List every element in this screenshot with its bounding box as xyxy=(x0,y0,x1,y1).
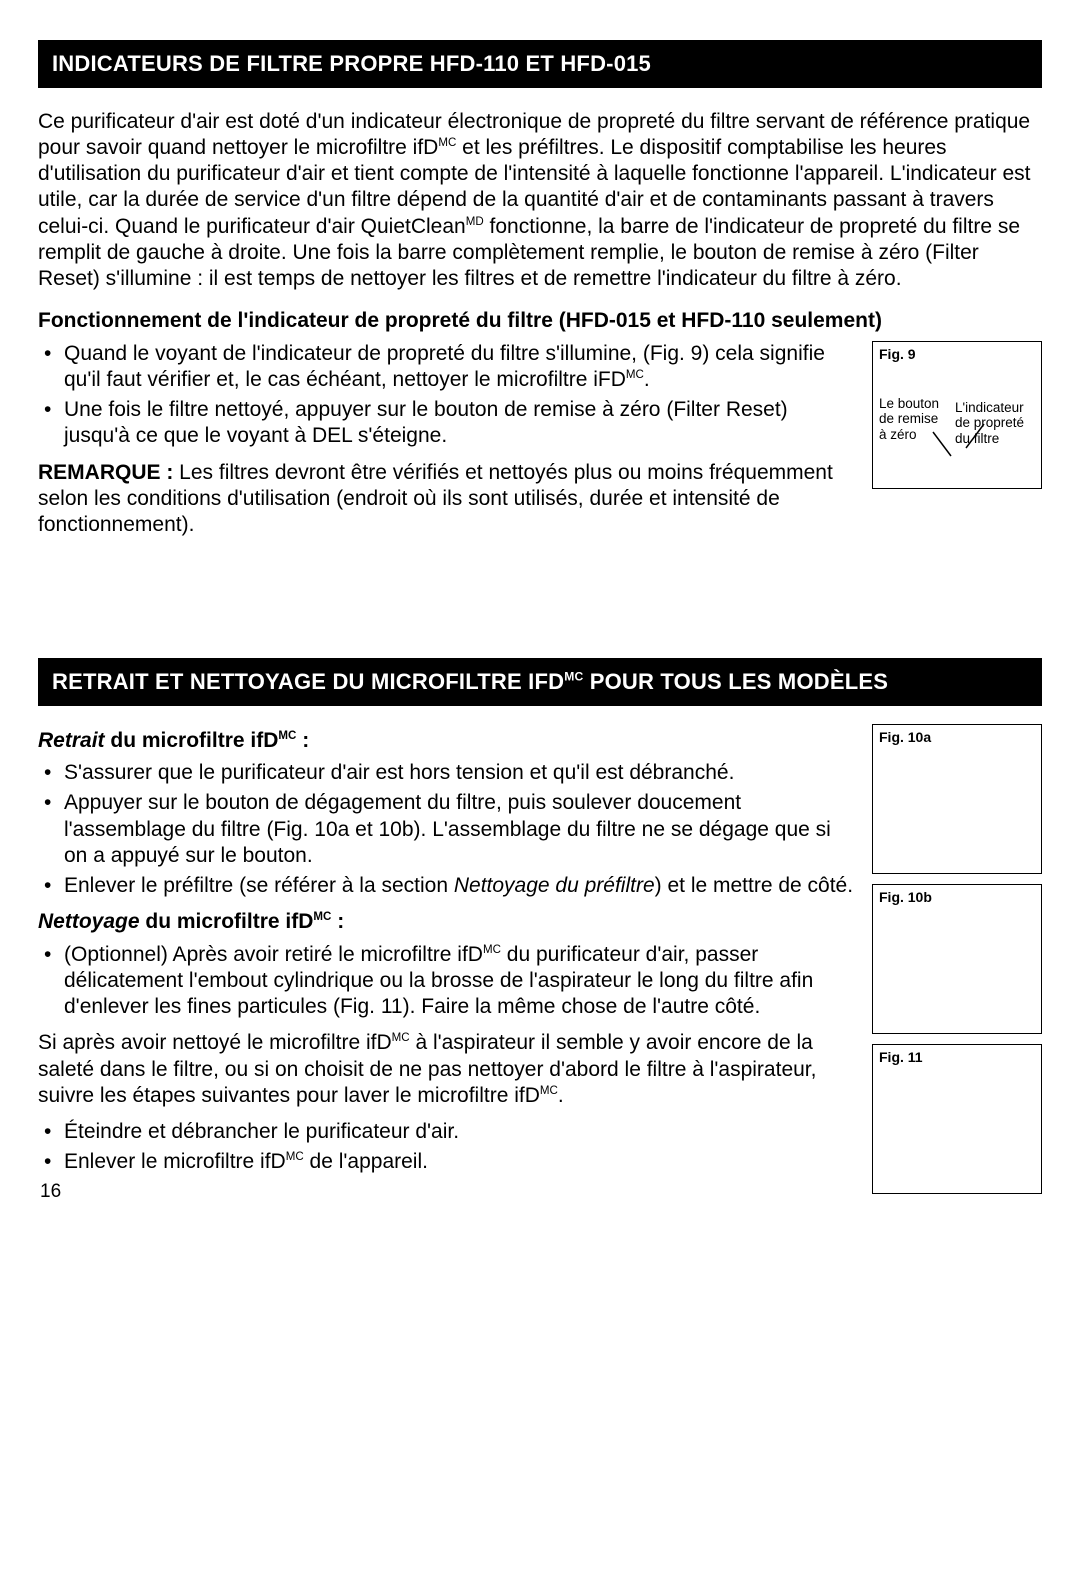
section2-figcol: Fig. 10a Fig. 10b Fig. 11 xyxy=(872,724,1042,1204)
final-bullets: Éteindre et débrancher le purificateur d… xyxy=(38,1119,858,1176)
section2-title: RETRAIT ET NETTOYAGE DU MICROFILTRE IFDM… xyxy=(52,669,888,694)
spacer xyxy=(38,548,1042,658)
section1-row: Quand le voyant de l'indicateur de propr… xyxy=(38,341,1042,549)
manual-page: INDICATEURS DE FILTRE PROPRE HFD-110 ET … xyxy=(0,0,1080,1234)
retrait-bullets: S'assurer que le purificateur d'air est … xyxy=(38,760,858,899)
nettoyage-bullets: (Optionnel) Après avoir retiré le microf… xyxy=(38,942,858,1021)
figure-11-box: Fig. 11 xyxy=(872,1044,1042,1194)
nettoyage-head: Nettoyage du microfiltre ifDMC : xyxy=(38,909,858,935)
section2-textcol: Retrait du microfiltre ifDMC : S'assurer… xyxy=(38,724,858,1186)
figure-10a-box: Fig. 10a xyxy=(872,724,1042,874)
section1-figcol: Fig. 9 Le bouton de remise à zéro L'indi… xyxy=(872,341,1042,499)
section1-title: INDICATEURS DE FILTRE PROPRE HFD-110 ET … xyxy=(52,51,651,76)
list-item: Éteindre et débrancher le purificateur d… xyxy=(64,1119,858,1145)
section1-title-bar: INDICATEURS DE FILTRE PROPRE HFD-110 ET … xyxy=(38,40,1042,88)
list-item: Appuyer sur le bouton de dégagement du f… xyxy=(64,790,858,869)
list-item: Une fois le filtre nettoyé, appuyer sur … xyxy=(64,397,858,450)
list-item: S'assurer que le purificateur d'air est … xyxy=(64,760,858,786)
figure-9-inner: Le bouton de remise à zéro L'indicateur … xyxy=(879,368,1035,488)
section1-intro: Ce purificateur d'air est doté d'un indi… xyxy=(38,109,1042,293)
section1-subhead: Fonctionnement de l'indicateur de propre… xyxy=(38,308,1042,334)
section2-title-bar: RETRAIT ET NETTOYAGE DU MICROFILTRE IFDM… xyxy=(38,658,1042,706)
section1-textcol: Quand le voyant de l'indicateur de propr… xyxy=(38,341,858,549)
list-item: Enlever le microfiltre ifDMC de l'appare… xyxy=(64,1149,858,1175)
figure-10b-box: Fig. 10b xyxy=(872,884,1042,1034)
mid-para: Si après avoir nettoyé le microfiltre if… xyxy=(38,1030,858,1109)
list-item: Enlever le préfiltre (se référer à la se… xyxy=(64,873,858,899)
section1-remark: REMARQUE : Les filtres devront être véri… xyxy=(38,460,858,539)
arrow-icon xyxy=(962,422,988,452)
figure-10a-label: Fig. 10a xyxy=(879,729,1035,745)
page-number: 16 xyxy=(40,1180,61,1204)
section2-row: Retrait du microfiltre ifDMC : S'assurer… xyxy=(38,724,1042,1204)
retrait-head: Retrait du microfiltre ifDMC : xyxy=(38,728,858,754)
list-item: Quand le voyant de l'indicateur de propr… xyxy=(64,341,858,394)
list-item: (Optionnel) Après avoir retiré le microf… xyxy=(64,942,858,1021)
figure-9-box: Fig. 9 Le bouton de remise à zéro L'indi… xyxy=(872,341,1042,489)
figure-9-label: Fig. 9 xyxy=(879,346,1035,362)
figure-11-label: Fig. 11 xyxy=(879,1049,1035,1065)
section1-bullets: Quand le voyant de l'indicateur de propr… xyxy=(38,341,858,450)
figure-10b-label: Fig. 10b xyxy=(879,889,1035,905)
arrow-icon xyxy=(931,430,957,460)
